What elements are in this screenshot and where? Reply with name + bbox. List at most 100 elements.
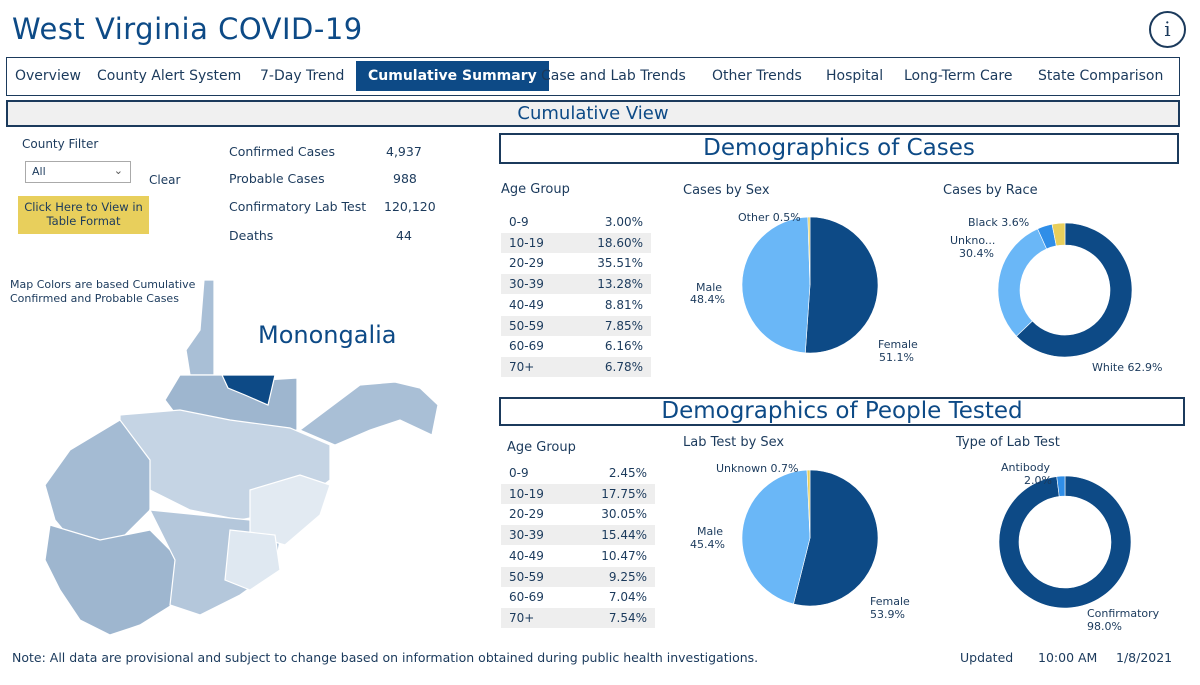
age-percent: 18.60% (597, 235, 643, 250)
lab-test-by-sex-title: Lab Test by Sex (683, 435, 785, 450)
age-group: 30-39 (509, 277, 544, 292)
age-group: 30-39 (509, 528, 544, 543)
age-row: 20-29 30.05% (501, 504, 655, 525)
stat-label-lab-test: Confirmatory Lab Test (229, 199, 367, 214)
tab-long-term-care[interactable]: Long-Term Care (904, 68, 1013, 84)
age-group: 20-29 (509, 507, 544, 522)
age-row: 30-39 13.28% (501, 274, 651, 295)
lab-test-by-sex-chart[interactable] (690, 458, 910, 628)
updated-time: 10:00 AM (1038, 650, 1098, 665)
cases-age-table: 0-9 3.00% 10-19 18.60% 20-29 35.51% 30-39 13.28… (501, 212, 651, 378)
pie-slice-female[interactable] (793, 469, 879, 607)
cases-race-white-label: White 62.9% (1092, 361, 1163, 374)
age-row: 0-9 3.00% (501, 212, 651, 232)
pie-slice-unknown[interactable] (997, 228, 1048, 337)
cases-by-race-title: Cases by Race (943, 183, 1038, 198)
tab-state-comparison[interactable]: State Comparison (1038, 68, 1164, 84)
age-percent: 9.25% (608, 569, 647, 584)
cases-race-unknown-label: Unkno... (950, 234, 996, 247)
cases-section-header: Demographics of Cases (499, 133, 1179, 164)
age-group: 60-69 (509, 590, 544, 605)
tab-case-and-lab-trends[interactable]: Case and Lab Trends (541, 68, 686, 84)
age-row: 0-9 2.45% (501, 463, 655, 483)
age-group: 10-19 (509, 486, 544, 501)
lab-sex-male-label: Male (697, 525, 724, 538)
county-filter-value: All (32, 165, 46, 178)
cases-by-race-chart[interactable] (990, 215, 1150, 375)
pie-slice-male[interactable] (741, 216, 811, 354)
tab-overview[interactable]: Overview (15, 68, 81, 84)
pie-slice-confirmatory[interactable] (998, 475, 1132, 609)
age-percent: 15.44% (601, 528, 647, 543)
footer-note: Note: All data are provisional and subje… (12, 650, 759, 665)
selected-county-label: Monongalia (258, 321, 397, 349)
page-title: West Virginia COVID-19 (12, 12, 363, 46)
cases-sex-male-pct: 48.4% (690, 293, 725, 306)
info-icon[interactable]: i (1149, 11, 1186, 48)
map-county-monongalia (221, 374, 276, 406)
cases-race-black-label: Black 3.6% (968, 216, 1030, 229)
tab-7-day-trend[interactable]: 7-Day Trend (260, 68, 345, 84)
tab-cumulative-summary[interactable]: Cumulative Summary (356, 61, 549, 91)
map-region-greenbrier (224, 529, 281, 591)
cases-by-sex-chart[interactable] (690, 205, 910, 375)
cases-by-sex-title: Cases by Sex (683, 183, 770, 198)
lab-sex-female-pct: 53.9% (870, 608, 905, 621)
age-percent: 10.47% (601, 548, 647, 563)
stat-label-deaths: Deaths (229, 228, 274, 243)
tested-age-table: 0-9 2.45% 10-19 17.75% 20-29 30.05% 30-39 15.44… (501, 463, 655, 629)
pie-slice-female[interactable] (804, 216, 879, 354)
age-row: 70+ 6.78% (501, 356, 651, 377)
chevron-down-icon: ⌄ (113, 164, 123, 177)
map-note: Map Colors are based Cumulative Confirme… (10, 278, 196, 305)
cases-age-title: Age Group (501, 182, 570, 197)
age-group: 50-59 (509, 318, 544, 333)
lab-type-antibody-label: Antibody (1001, 461, 1051, 474)
age-group: 40-49 (509, 548, 544, 563)
tab-other-trends[interactable]: Other Trends (712, 68, 802, 84)
updated-date: 1/8/2021 (1116, 650, 1173, 665)
age-row: 70+ 7.54% (501, 607, 655, 628)
county-filter-dropdown[interactable]: All ⌄ (25, 161, 131, 183)
age-row: 10-19 17.75% (501, 483, 655, 504)
map-region-panhandle (185, 279, 215, 376)
pie-slice-male[interactable] (741, 469, 811, 605)
cases-sex-female-pct: 51.1% (879, 351, 914, 364)
pie-slice-other[interactable] (807, 216, 811, 286)
stat-value-deaths: 44 (396, 228, 412, 243)
lab-sex-female-label: Female (870, 595, 910, 608)
age-percent: 6.16% (604, 339, 643, 354)
age-row: 10-19 18.60% (501, 232, 651, 253)
lab-type-confirmatory-label: Confirmatory (1087, 607, 1160, 620)
age-percent: 2.45% (608, 466, 647, 480)
pie-slice-white[interactable] (1016, 222, 1133, 358)
tested-section-header: Demographics of People Tested (499, 397, 1185, 426)
pie-slice-other[interactable] (1051, 222, 1066, 247)
age-percent: 17.75% (601, 486, 647, 501)
cases-race-unknown-pct: 30.4% (959, 247, 994, 260)
tab-hospital[interactable]: Hospital (826, 68, 884, 84)
cases-sex-female-label: Female (878, 338, 918, 351)
pie-slice-antibody[interactable] (1056, 475, 1066, 497)
age-group: 40-49 (509, 297, 544, 312)
cases-sex-male-label: Male (696, 281, 723, 294)
age-row: 50-59 9.25% (501, 566, 655, 587)
updated-label: Updated (960, 650, 1014, 665)
stat-value-probable: 988 (393, 171, 417, 186)
pie-slice-unknown[interactable] (806, 469, 811, 539)
tab-county-alert-system[interactable]: County Alert System (97, 68, 242, 84)
age-group: 60-69 (509, 339, 544, 354)
age-percent: 13.28% (597, 277, 643, 292)
wv-county-map[interactable] (0, 270, 500, 642)
clear-button[interactable]: Clear (149, 173, 181, 187)
stat-value-confirmed: 4,937 (386, 144, 422, 159)
age-percent: 7.04% (608, 590, 647, 605)
age-row: 50-59 7.85% (501, 315, 651, 336)
age-percent: 35.51% (597, 256, 643, 271)
table-format-button[interactable]: Click Here to View in Table Format (18, 196, 149, 234)
age-group: 50-59 (509, 569, 544, 584)
type-of-lab-test-chart[interactable] (990, 467, 1150, 627)
map-region-southwest (44, 524, 181, 636)
age-row: 60-69 7.04% (501, 587, 655, 608)
age-percent: 8.81% (604, 297, 643, 312)
